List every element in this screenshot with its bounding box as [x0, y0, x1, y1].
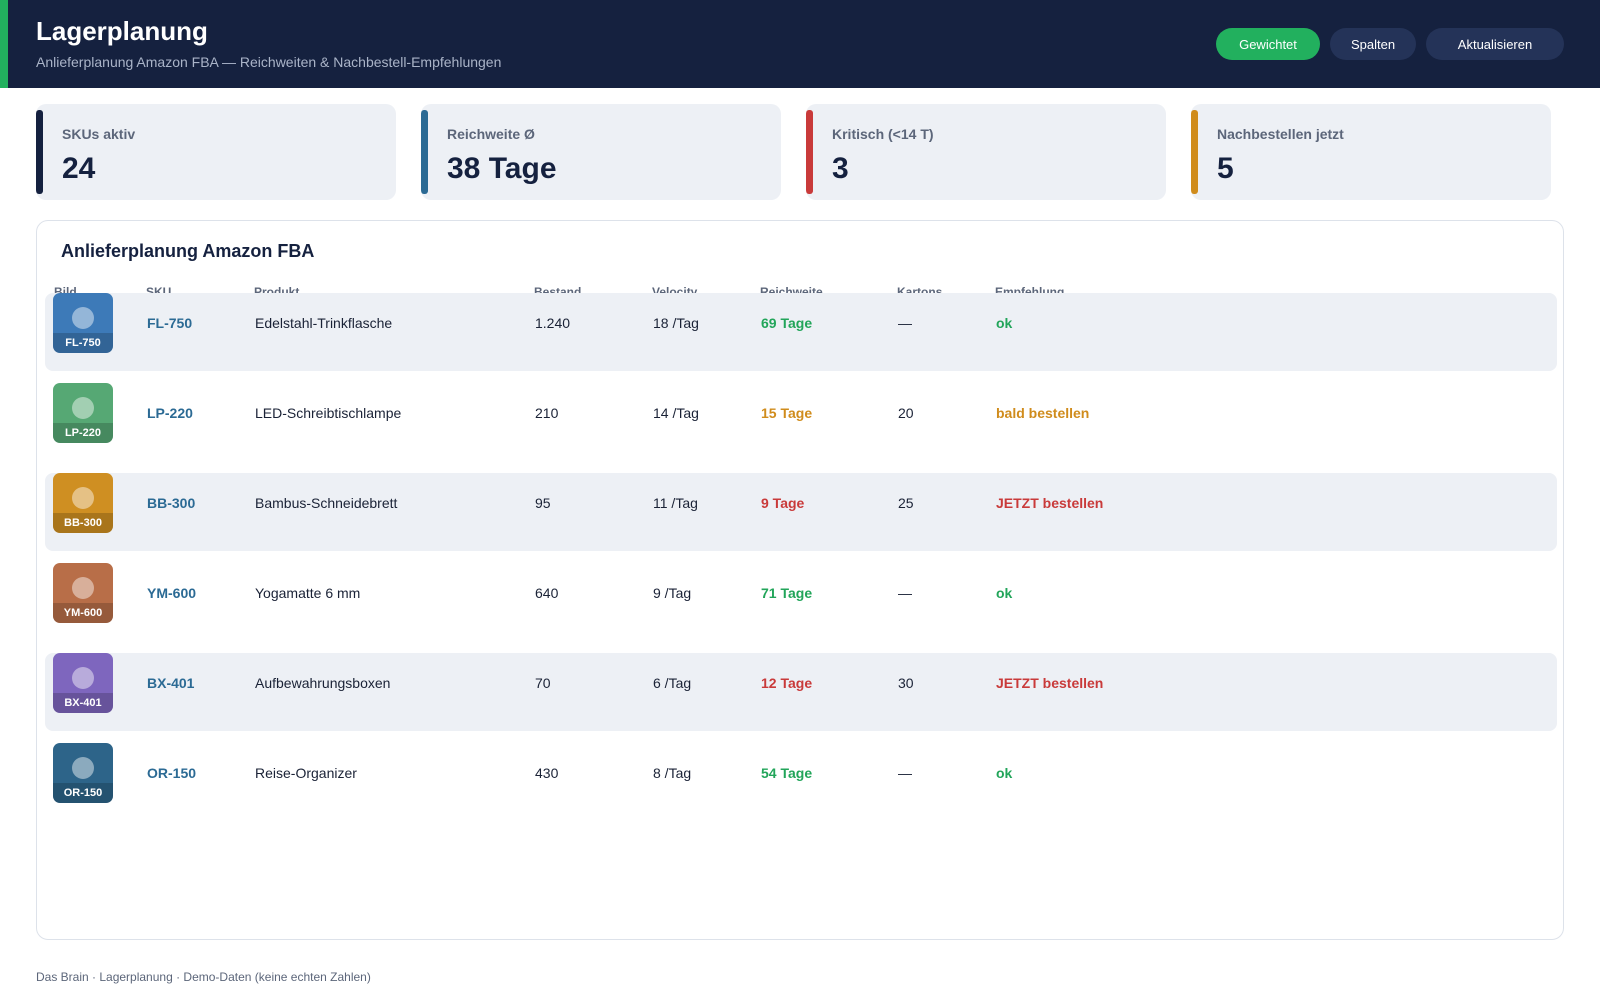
cartons-value: 30: [898, 675, 914, 691]
kpi-label: Kritisch (<14 T): [832, 126, 934, 142]
thumbnail-caption: FL-750: [53, 333, 113, 353]
planning-panel: Anlieferplanung Amazon FBA Bild SKU Prod…: [36, 220, 1564, 940]
kpi-value: 3: [832, 152, 849, 185]
thumbnail-caption: YM-600: [53, 603, 113, 623]
page-title: Lagerplanung: [36, 16, 208, 46]
sku-link[interactable]: FL-750: [147, 315, 193, 331]
stock-value: 1.240: [535, 315, 571, 331]
range-value: 54 Tage: [761, 765, 813, 781]
product-name: Bambus-Schneidebrett: [255, 495, 398, 511]
cartons-value: 25: [898, 495, 914, 511]
product-name: Reise-Organizer: [255, 765, 357, 781]
recommendation-value: bald bestellen: [996, 405, 1090, 421]
range-value: 12 Tage: [761, 675, 813, 691]
cartons-value: —: [898, 585, 912, 601]
thumbnail-caption: LP-220: [53, 423, 113, 443]
sku-link[interactable]: BB-300: [147, 495, 196, 511]
range-value: 15 Tage: [761, 405, 813, 421]
range-value: 69 Tage: [761, 315, 813, 331]
recommendation-value: ok: [996, 765, 1013, 781]
kpi-value: 5: [1217, 152, 1234, 185]
product-image-icon: [72, 577, 94, 599]
thumbnail-caption: BX-401: [53, 693, 113, 713]
product-name: Edelstahl-Trinkflasche: [255, 315, 393, 331]
kpi-accent-bar: [1191, 110, 1198, 194]
columns-button[interactable]: Spalten: [1330, 28, 1416, 60]
stock-value: 210: [535, 405, 559, 421]
table-row[interactable]: LP-220 LP-220 LED-Schreibtischlampe 210 14 /…: [45, 383, 1557, 461]
sku-link[interactable]: BX-401: [147, 675, 195, 691]
accent-stripe: [0, 0, 8, 88]
weighted-button[interactable]: Gewichtet: [1216, 28, 1320, 60]
page-subtitle: Anlieferplanung Amazon FBA — Reichweiten…: [36, 54, 502, 70]
cartons-value: —: [898, 315, 912, 331]
product-thumbnail: LP-220: [53, 383, 113, 443]
kpi-accent-bar: [36, 110, 43, 194]
sku-link[interactable]: OR-150: [147, 765, 197, 781]
product-thumbnail: FL-750: [53, 293, 113, 353]
kpi-accent-bar: [806, 110, 813, 194]
panel-title: Anlieferplanung Amazon FBA: [61, 241, 315, 261]
kpi-label: Reichweite Ø: [447, 126, 535, 142]
velocity-value: 18 /Tag: [653, 315, 699, 331]
recommendation-value: ok: [996, 315, 1013, 331]
product-name: Yogamatte 6 mm: [255, 585, 361, 601]
stock-value: 95: [535, 495, 551, 511]
kpi-card-critical: Kritisch (<14 T) 3: [806, 104, 1166, 200]
kpi-card-range: Reichweite Ø 38 Tage: [421, 104, 781, 200]
kpi-value: 38 Tage: [447, 152, 557, 185]
cartons-value: —: [898, 765, 912, 781]
kpi-label: SKUs aktiv: [62, 126, 136, 142]
table-row[interactable]: BX-401 BX-401 Aufbewahrungsboxen 70 6 /Tag 12…: [45, 653, 1557, 731]
stock-value: 430: [535, 765, 559, 781]
sku-link[interactable]: LP-220: [147, 405, 193, 421]
kpi-card-reorder: Nachbestellen jetzt 5: [1191, 104, 1551, 200]
product-thumbnail: BX-401: [53, 653, 113, 713]
kpi-label: Nachbestellen jetzt: [1217, 126, 1344, 142]
thumbnail-caption: OR-150: [53, 783, 113, 803]
velocity-value: 9 /Tag: [653, 585, 692, 601]
product-image-icon: [72, 667, 94, 689]
cartons-value: 20: [898, 405, 914, 421]
refresh-button[interactable]: Aktualisieren: [1426, 28, 1564, 60]
product-thumbnail: YM-600: [53, 563, 113, 623]
product-image-icon: [72, 397, 94, 419]
velocity-value: 6 /Tag: [653, 675, 692, 691]
table-row[interactable]: OR-150 OR-150 Reise-Organizer 430 8 /Tag 54 T…: [45, 743, 1557, 821]
product-name: LED-Schreibtischlampe: [255, 405, 402, 421]
recommendation-value: JETZT bestellen: [996, 675, 1104, 691]
product-name: Aufbewahrungsboxen: [255, 675, 391, 691]
kpi-value: 24: [62, 152, 96, 185]
product-image-icon: [72, 757, 94, 779]
kpi-accent-bar: [421, 110, 428, 194]
velocity-value: 11 /Tag: [653, 495, 698, 511]
range-value: 71 Tage: [761, 585, 813, 601]
table-row[interactable]: FL-750 FL-750 Edelstahl-Trinkflasche 1.240 1…: [45, 293, 1557, 371]
range-value: 9 Tage: [761, 495, 805, 511]
top-bar: Lagerplanung Anlieferplanung Amazon FBA …: [0, 0, 1600, 88]
table-row[interactable]: YM-600 YM-600 Yogamatte 6 mm 640 9 /Tag 71 Ta…: [45, 563, 1557, 641]
recommendation-value: ok: [996, 585, 1013, 601]
product-thumbnail: OR-150: [53, 743, 113, 803]
table-row[interactable]: BB-300 BB-300 Bambus-Schneidebrett 95 11 /Ta…: [45, 473, 1557, 551]
velocity-value: 8 /Tag: [653, 765, 692, 781]
product-image-icon: [72, 307, 94, 329]
velocity-value: 14 /Tag: [653, 405, 699, 421]
kpi-card-skus: SKUs aktiv 24: [36, 104, 396, 200]
footer-note: Das Brain · Lagerplanung · Demo-Daten (k…: [36, 970, 371, 984]
product-thumbnail: BB-300: [53, 473, 113, 533]
stock-value: 640: [535, 585, 559, 601]
sku-link[interactable]: YM-600: [147, 585, 197, 601]
thumbnail-caption: BB-300: [53, 513, 113, 533]
product-image-icon: [72, 487, 94, 509]
recommendation-value: JETZT bestellen: [996, 495, 1104, 511]
stock-value: 70: [535, 675, 551, 691]
